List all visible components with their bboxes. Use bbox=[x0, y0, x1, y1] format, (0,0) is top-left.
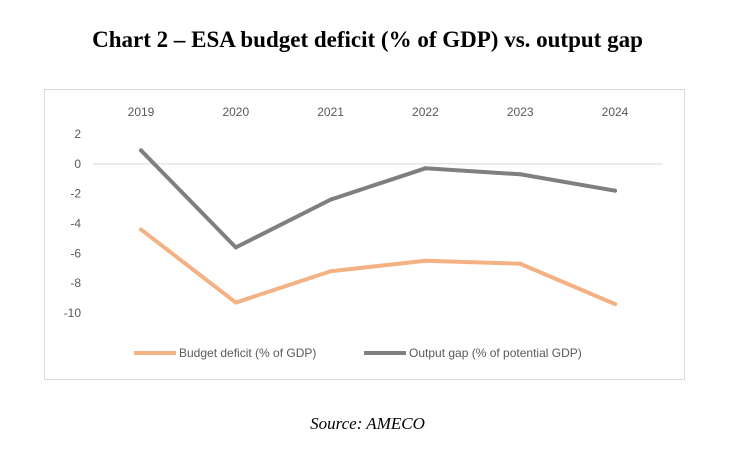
data-point-budget-deficit bbox=[139, 227, 143, 232]
data-point-budget-deficit bbox=[233, 300, 238, 305]
series-line-output-gap bbox=[139, 148, 617, 250]
y-tick-label: -2 bbox=[70, 187, 81, 201]
data-point-output-gap bbox=[613, 188, 617, 193]
legend: Budget deficit (% of GDP) Output gap (% … bbox=[134, 346, 582, 360]
data-point-budget-deficit bbox=[423, 258, 428, 263]
legend-label-output-gap: Output gap (% of potential GDP) bbox=[409, 346, 582, 360]
y-tick-label: -8 bbox=[70, 276, 81, 290]
x-tick-label: 2024 bbox=[602, 105, 629, 119]
y-tick-label: -10 bbox=[64, 306, 82, 320]
y-tick-label: -4 bbox=[70, 217, 81, 231]
data-point-budget-deficit bbox=[518, 261, 523, 266]
data-point-budget-deficit bbox=[613, 302, 617, 307]
chart-frame bbox=[44, 89, 685, 380]
y-tick-label: 2 bbox=[74, 127, 81, 141]
data-point-output-gap bbox=[423, 166, 428, 171]
data-point-budget-deficit bbox=[328, 269, 333, 274]
chart-title-number: Chart 2 bbox=[92, 27, 169, 52]
x-tick-label: 2021 bbox=[317, 105, 344, 119]
data-point-output-gap bbox=[518, 172, 523, 177]
data-point-output-gap bbox=[328, 197, 333, 202]
chart-title-text: – ESA budget deficit (% of GDP) vs. outp… bbox=[168, 27, 643, 52]
data-point-output-gap bbox=[139, 148, 143, 153]
y-tick-label: 0 bbox=[74, 157, 81, 171]
data-point-output-gap bbox=[233, 245, 238, 250]
y-tick-label: -6 bbox=[70, 246, 81, 260]
legend-label-budget-deficit: Budget deficit (% of GDP) bbox=[179, 346, 316, 360]
y-axis-ticks: 2 0 -2 -4 -6 -8 -10 bbox=[64, 127, 82, 320]
source-note: Source: AMECO bbox=[310, 414, 425, 433]
x-tick-label: 2019 bbox=[128, 105, 155, 119]
x-tick-label: 2022 bbox=[412, 105, 439, 119]
series-line-budget-deficit bbox=[139, 227, 617, 307]
x-axis-ticks: 2019 2020 2021 2022 2023 2024 bbox=[128, 105, 629, 119]
x-tick-label: 2023 bbox=[507, 105, 534, 119]
x-tick-label: 2020 bbox=[222, 105, 249, 119]
chart-title: Chart 2 – ESA budget deficit (% of GDP) … bbox=[0, 26, 735, 54]
series-lines bbox=[139, 148, 617, 307]
